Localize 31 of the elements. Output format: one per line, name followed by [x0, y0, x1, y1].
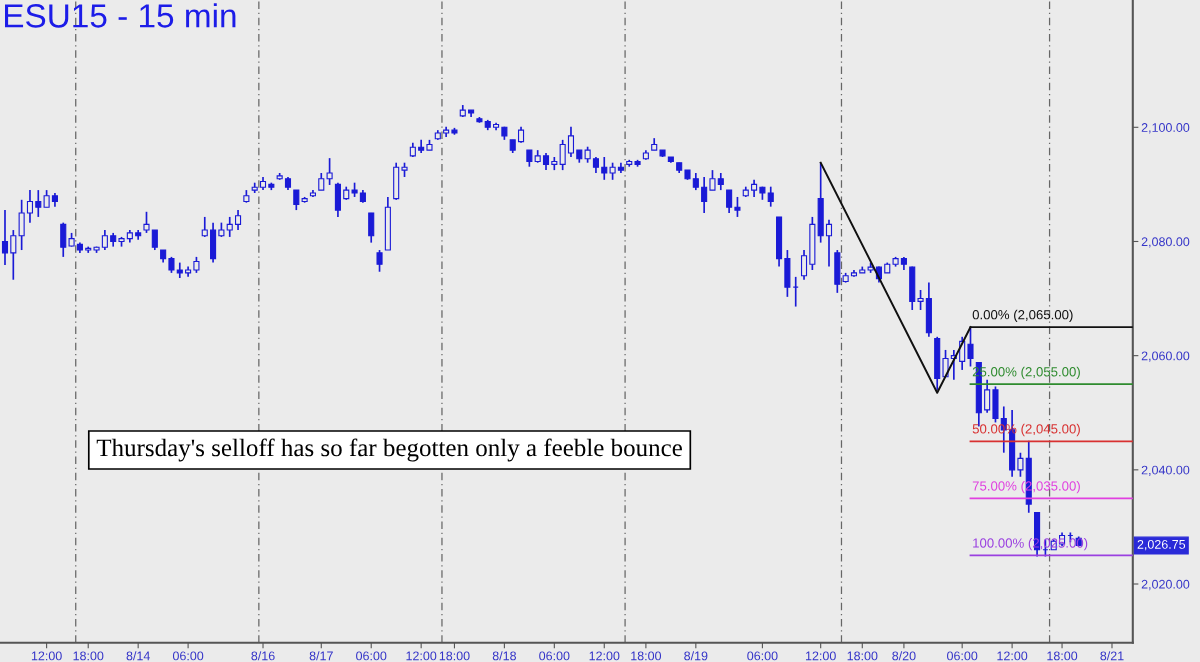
- x-tick-label: 06:00: [539, 651, 570, 661]
- x-tick-label: 06:00: [356, 651, 387, 661]
- x-tick-label: 8/19: [684, 651, 708, 661]
- x-tick-label: 18:00: [847, 651, 878, 661]
- x-tick-label: 12:00: [406, 651, 437, 661]
- chart-title: ESU15 - 15 min: [5, 3, 236, 28]
- x-tick-label: 12:00: [589, 651, 620, 661]
- text: 2,026.75: [1137, 539, 1186, 551]
- annotation: Thursday's selloff has so far begotten only a feeble bounce: [96, 438, 682, 462]
- x-tick-label: 18:00: [439, 651, 470, 661]
- x-tick-label: 06:00: [947, 651, 978, 661]
- x-tick-label: 8/16: [251, 651, 275, 661]
- ref-line-label: 0.00% (2,065.00): [972, 309, 1073, 322]
- x-tick-label: 06:00: [172, 651, 204, 661]
- y-tick-label: 2,080.00: [1141, 237, 1190, 248]
- y-tick-label: 2,020.00: [1141, 579, 1190, 591]
- x-tick-label: 06:00: [747, 651, 778, 661]
- x-tick-label: 18:00: [631, 651, 662, 661]
- x-tick-label: 12:00: [805, 651, 836, 661]
- x-tick-label: 8/14: [126, 651, 150, 661]
- x-tick-label: 8/17: [309, 651, 333, 661]
- y-tick-label: 2,060.00: [1141, 351, 1190, 362]
- x-tick-label: 8/21: [1100, 651, 1124, 661]
- x-tick-label: 12:00: [31, 651, 62, 661]
- y-tick-label: 2,100.00: [1141, 123, 1190, 134]
- x-tick-label: 18:00: [73, 651, 104, 661]
- x-tick-label: 18:00: [1047, 651, 1078, 661]
- y-tick-label: 2,040.00: [1141, 465, 1190, 476]
- x-tick-label: 8/20: [892, 651, 916, 661]
- x-tick-label: 12:00: [997, 651, 1028, 661]
- x-tick-label: 8/18: [492, 651, 517, 661]
